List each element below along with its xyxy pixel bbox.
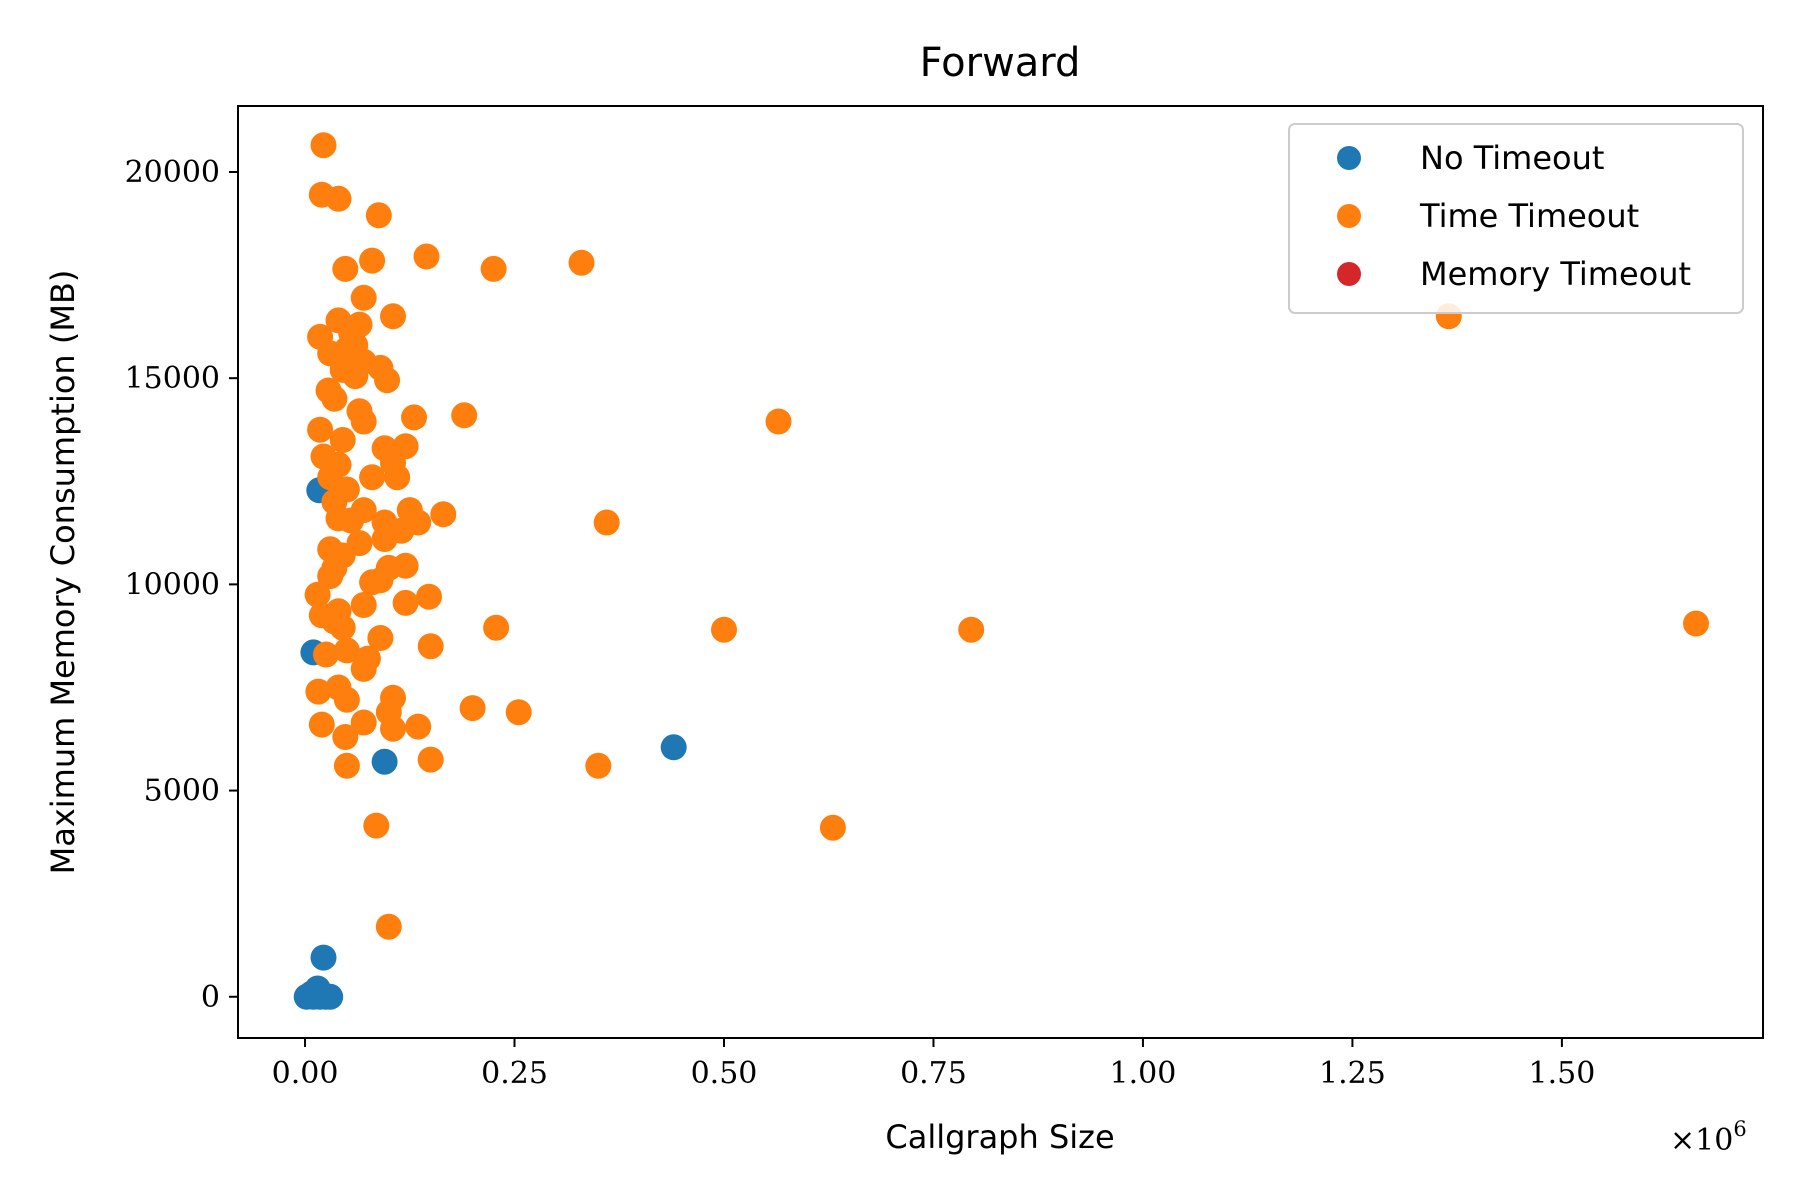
data-point-time-timeout-92	[417, 746, 444, 773]
data-point-time-timeout-25	[321, 385, 348, 412]
data-point-time-timeout-81	[305, 678, 332, 705]
data-point-time-timeout-73	[1683, 610, 1709, 637]
data-point-time-timeout-93	[333, 752, 360, 779]
data-point-time-timeout-6	[332, 255, 359, 282]
x-tick-label-2: 0.50	[691, 1056, 758, 1091]
chart-title: Forward	[920, 40, 1081, 86]
legend-marker-1	[1337, 204, 1361, 228]
data-point-time-timeout-65	[392, 589, 419, 616]
y-tick-label-4: 20000	[125, 155, 220, 190]
data-point-time-timeout-89	[380, 715, 406, 742]
data-point-time-timeout-77	[313, 641, 339, 668]
data-point-no-timeout-10	[310, 944, 337, 971]
data-point-time-timeout-69	[329, 614, 356, 641]
y-tick-label-2: 10000	[125, 567, 220, 602]
data-point-time-timeout-59	[317, 563, 344, 590]
data-point-time-timeout-62	[304, 581, 331, 608]
data-point-time-timeout-10	[380, 303, 406, 330]
y-tick-label-0: 0	[201, 980, 220, 1015]
data-point-time-timeout-84	[459, 695, 486, 722]
data-point-time-timeout-0	[310, 132, 337, 159]
legend-label-0: No Timeout	[1420, 139, 1604, 177]
x-tick-label-3: 0.75	[900, 1056, 967, 1091]
data-point-time-timeout-58	[392, 552, 419, 579]
data-point-time-timeout-85	[505, 699, 532, 726]
data-point-time-timeout-22	[342, 363, 369, 390]
data-point-time-timeout-97	[375, 913, 402, 940]
data-point-time-timeout-87	[350, 709, 377, 736]
legend-box	[1288, 123, 1744, 314]
data-point-time-timeout-79	[350, 655, 377, 682]
x-tick-label-4: 1.00	[1110, 1056, 1177, 1091]
y-axis-label: Maximum Memory Consumption (MB)	[44, 270, 82, 875]
data-point-time-timeout-94	[585, 752, 612, 779]
data-point-time-timeout-7	[480, 255, 507, 282]
legend-items: No Timeout Time Timeout Memory Timeout	[1337, 139, 1691, 293]
data-point-no-timeout-9	[317, 983, 344, 1010]
y-tick-label-1: 5000	[144, 774, 220, 809]
data-point-no-timeout-14	[660, 734, 687, 761]
data-point-time-timeout-28	[451, 402, 478, 429]
data-point-time-timeout-70	[483, 614, 510, 641]
y-tick-label-3: 15000	[125, 361, 220, 396]
x-axis-multiplier: ×106	[1670, 1117, 1747, 1158]
data-point-time-timeout-45	[430, 501, 457, 528]
data-point-time-timeout-88	[405, 713, 432, 740]
data-point-time-timeout-91	[332, 724, 359, 750]
data-point-time-timeout-3	[365, 202, 392, 229]
legend-label-2: Memory Timeout	[1420, 255, 1691, 293]
x-axis-ticks: 0.00 0.25 0.50 0.75 1.00 1.25 1.50	[272, 1038, 1596, 1091]
x-axis-label: Callgraph Size	[885, 1118, 1114, 1156]
data-point-time-timeout-95	[363, 812, 390, 839]
data-point-time-timeout-75	[417, 633, 444, 660]
data-point-time-timeout-82	[333, 686, 360, 713]
data-point-time-timeout-9	[350, 284, 377, 311]
data-point-time-timeout-74	[367, 625, 394, 651]
data-point-time-timeout-31	[307, 416, 334, 443]
data-point-time-timeout-8	[568, 249, 595, 276]
data-point-time-timeout-63	[416, 583, 442, 610]
y-axis-ticks: 0 5000 10000 15000 20000	[125, 155, 238, 1015]
data-point-time-timeout-38	[359, 464, 386, 491]
legend-marker-2	[1337, 262, 1361, 286]
plot-frame	[237, 105, 1764, 1039]
legend-marker-0	[1337, 146, 1361, 170]
data-point-time-timeout-50	[593, 509, 620, 536]
x-tick-label-5: 1.25	[1319, 1056, 1386, 1091]
data-point-time-timeout-39	[384, 464, 411, 491]
data-point-time-timeout-4	[413, 243, 440, 270]
data-point-time-timeout-71	[711, 616, 737, 643]
legend-label-1: Time Timeout	[1419, 197, 1639, 235]
x-tick-label-0: 0.00	[272, 1056, 339, 1091]
data-point-time-timeout-30	[350, 408, 377, 435]
data-point-time-timeout-61	[367, 567, 394, 594]
data-point-time-timeout-32	[329, 427, 356, 453]
data-point-time-timeout-90	[308, 711, 335, 738]
data-point-time-timeout-29	[765, 408, 792, 435]
data-point-time-timeout-76	[333, 637, 360, 664]
legend: No Timeout Time Timeout Memory Timeout	[1288, 123, 1744, 314]
x-axis-multiplier-base: ×10	[1670, 1123, 1733, 1158]
data-point-time-timeout-2	[325, 185, 352, 212]
x-tick-label-6: 1.50	[1529, 1056, 1596, 1091]
data-point-time-timeout-96	[819, 814, 846, 841]
data-point-time-timeout-64	[350, 592, 377, 618]
data-point-time-timeout-52	[371, 526, 398, 552]
x-axis-multiplier-exponent: 6	[1733, 1117, 1746, 1141]
data-point-time-timeout-23	[374, 367, 401, 394]
data-points	[293, 132, 1709, 1010]
x-tick-label-1: 0.25	[481, 1056, 548, 1091]
data-point-time-timeout-72	[958, 616, 985, 643]
data-point-time-timeout-47	[338, 507, 365, 534]
data-point-time-timeout-27	[401, 404, 427, 431]
data-point-no-timeout-13	[371, 748, 398, 775]
data-point-time-timeout-5	[359, 247, 386, 274]
